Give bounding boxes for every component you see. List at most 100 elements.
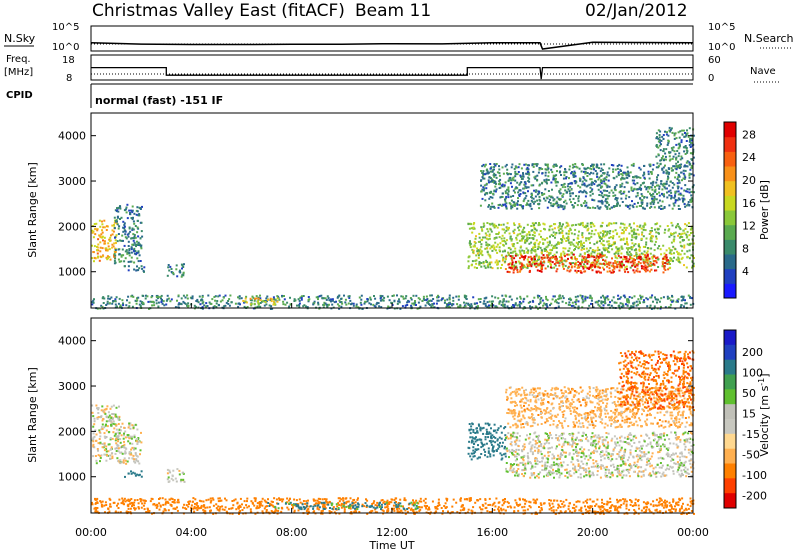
data-cell bbox=[104, 424, 107, 427]
data-cell bbox=[544, 267, 547, 270]
data-cell bbox=[689, 139, 691, 142]
noise-tick-top-right: 10^5 bbox=[708, 22, 735, 33]
data-cell bbox=[628, 224, 631, 227]
data-cell bbox=[518, 195, 521, 197]
data-cell bbox=[560, 238, 563, 241]
data-cell bbox=[110, 296, 113, 299]
data-cell bbox=[532, 249, 535, 252]
data-cell bbox=[165, 303, 168, 306]
data-cell bbox=[535, 262, 538, 265]
y-tick-label: 4000 bbox=[58, 130, 86, 143]
data-cell bbox=[654, 298, 657, 301]
data-cell bbox=[571, 265, 573, 268]
data-cell bbox=[612, 170, 615, 173]
data-cell bbox=[656, 193, 658, 195]
data-cell bbox=[599, 170, 602, 173]
data-cell bbox=[675, 199, 677, 202]
data-cell bbox=[92, 301, 95, 304]
data-cell bbox=[679, 305, 682, 308]
data-cell bbox=[533, 234, 536, 237]
data-cell bbox=[533, 259, 536, 262]
data-cell bbox=[490, 230, 493, 233]
data-cell bbox=[480, 250, 483, 253]
data-cell bbox=[579, 242, 582, 245]
data-cell bbox=[642, 267, 645, 270]
data-cell bbox=[555, 174, 558, 177]
data-cell bbox=[128, 305, 131, 308]
data-cell bbox=[196, 298, 199, 301]
data-cell bbox=[585, 192, 588, 195]
data-cell bbox=[552, 203, 555, 206]
data-cell bbox=[566, 185, 569, 188]
data-cell bbox=[131, 227, 134, 230]
data-cell bbox=[668, 129, 671, 132]
data-cell bbox=[649, 503, 652, 506]
data-cell bbox=[616, 249, 619, 252]
data-cell bbox=[246, 500, 248, 503]
data-cell bbox=[589, 294, 592, 297]
data-cell bbox=[675, 158, 678, 161]
data-cell bbox=[641, 295, 644, 298]
data-cell bbox=[514, 499, 517, 502]
data-cell bbox=[487, 504, 490, 506]
data-cell bbox=[681, 249, 684, 252]
data-cell bbox=[488, 222, 491, 225]
data-cell bbox=[137, 502, 140, 505]
data-cell bbox=[467, 508, 470, 511]
data-cell bbox=[575, 303, 577, 306]
data-cell bbox=[677, 204, 680, 207]
data-cell bbox=[679, 166, 682, 168]
data-cell bbox=[184, 302, 187, 305]
data-cell bbox=[374, 297, 377, 300]
data-cell bbox=[318, 307, 321, 310]
data-cell bbox=[659, 503, 662, 506]
data-cell bbox=[99, 241, 102, 244]
data-cell bbox=[513, 306, 515, 309]
data-cell bbox=[687, 238, 690, 241]
data-cell bbox=[95, 459, 98, 462]
data-cell bbox=[583, 263, 586, 266]
data-cell bbox=[250, 299, 253, 302]
data-cell bbox=[118, 429, 121, 431]
data-cell bbox=[506, 172, 508, 175]
data-cell bbox=[107, 245, 110, 248]
data-cell bbox=[688, 162, 691, 165]
data-cell bbox=[124, 208, 127, 211]
data-cell bbox=[578, 266, 581, 269]
data-cell bbox=[573, 244, 576, 247]
data-cell bbox=[523, 231, 526, 233]
data-cell bbox=[515, 166, 518, 169]
data-cell bbox=[523, 505, 526, 508]
data-cell bbox=[538, 258, 541, 261]
data-cell bbox=[632, 303, 635, 306]
data-cell bbox=[588, 232, 591, 235]
data-cell bbox=[687, 294, 690, 297]
data-cell bbox=[622, 237, 625, 240]
data-cell bbox=[682, 295, 685, 298]
data-cell bbox=[567, 235, 570, 238]
data-cell bbox=[664, 164, 666, 167]
data-cell bbox=[524, 185, 527, 188]
data-cell bbox=[539, 230, 542, 233]
data-cell bbox=[644, 258, 647, 261]
data-cell bbox=[673, 137, 676, 140]
data-cell bbox=[411, 503, 414, 506]
data-cell bbox=[650, 172, 653, 175]
data-cell bbox=[630, 248, 633, 251]
data-cell bbox=[503, 239, 505, 242]
data-cell bbox=[640, 227, 643, 230]
data-cell bbox=[472, 249, 475, 252]
data-cell bbox=[120, 502, 123, 505]
data-cell bbox=[584, 261, 587, 263]
data-cell bbox=[175, 268, 178, 271]
nave-tick-bottom: 0 bbox=[708, 73, 714, 84]
data-cell bbox=[678, 208, 681, 210]
data-cell bbox=[550, 302, 553, 305]
data-cell bbox=[550, 244, 553, 247]
data-cell bbox=[398, 301, 401, 304]
data-cell bbox=[626, 298, 629, 301]
data-cell bbox=[417, 506, 420, 508]
data-cell bbox=[683, 135, 686, 138]
data-cell bbox=[501, 250, 504, 253]
data-cell bbox=[475, 259, 478, 262]
